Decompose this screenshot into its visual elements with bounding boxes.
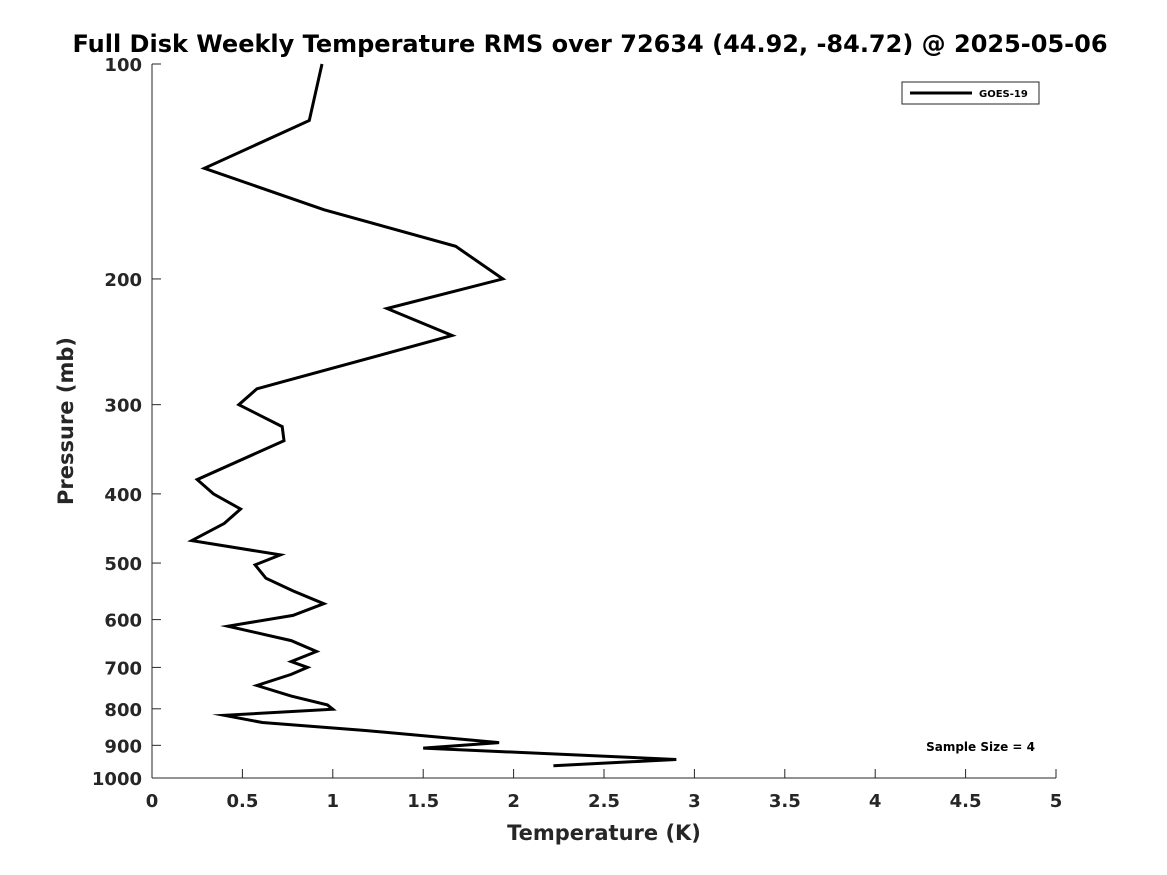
y-axis-ticks: 100 200 300 400 500 600 700 800 900 1000 (92, 55, 161, 790)
y-tick-label: 300 (104, 396, 142, 417)
y-tick-label: 400 (104, 485, 142, 506)
x-tick-label: 4.5 (950, 791, 982, 812)
y-tick-label: 900 (104, 736, 142, 757)
y-tick-label: 500 (104, 554, 142, 575)
x-tick-label: 2 (507, 791, 520, 812)
x-tick-label: 3.5 (769, 791, 801, 812)
y-tick-label: 1000 (92, 769, 142, 790)
x-tick-label: 1 (327, 791, 340, 812)
legend: GOES-19 (901, 81, 1040, 105)
series-line-goes-19 (187, 63, 677, 768)
legend-label-goes-19: GOES-19 (979, 89, 1028, 100)
y-tick-label: 100 (104, 55, 142, 76)
y-axis-label: Pressure (mb) (54, 337, 78, 505)
plot-area (151, 64, 1056, 779)
x-axis-label: Temperature (K) (507, 821, 701, 845)
x-axis-ticks: 0 0.5 1 1.5 2 2.5 3 3.5 4 4.5 5 (146, 769, 1063, 812)
y-tick-label: 600 (104, 611, 142, 632)
x-tick-label: 0.5 (226, 791, 258, 812)
x-tick-label: 0 (146, 791, 159, 812)
x-tick-label: 1.5 (407, 791, 439, 812)
series-group (187, 63, 677, 768)
x-tick-label: 2.5 (588, 791, 620, 812)
sample-size-annotation: Sample Size = 4 (926, 740, 1035, 754)
y-tick-label: 200 (104, 270, 142, 291)
chart-title: Full Disk Weekly Temperature RMS over 72… (72, 30, 1107, 58)
y-tick-label: 800 (104, 700, 142, 721)
x-tick-label: 4 (869, 791, 882, 812)
x-tick-label: 5 (1050, 791, 1063, 812)
x-tick-label: 3 (688, 791, 701, 812)
y-tick-label: 700 (104, 658, 142, 679)
